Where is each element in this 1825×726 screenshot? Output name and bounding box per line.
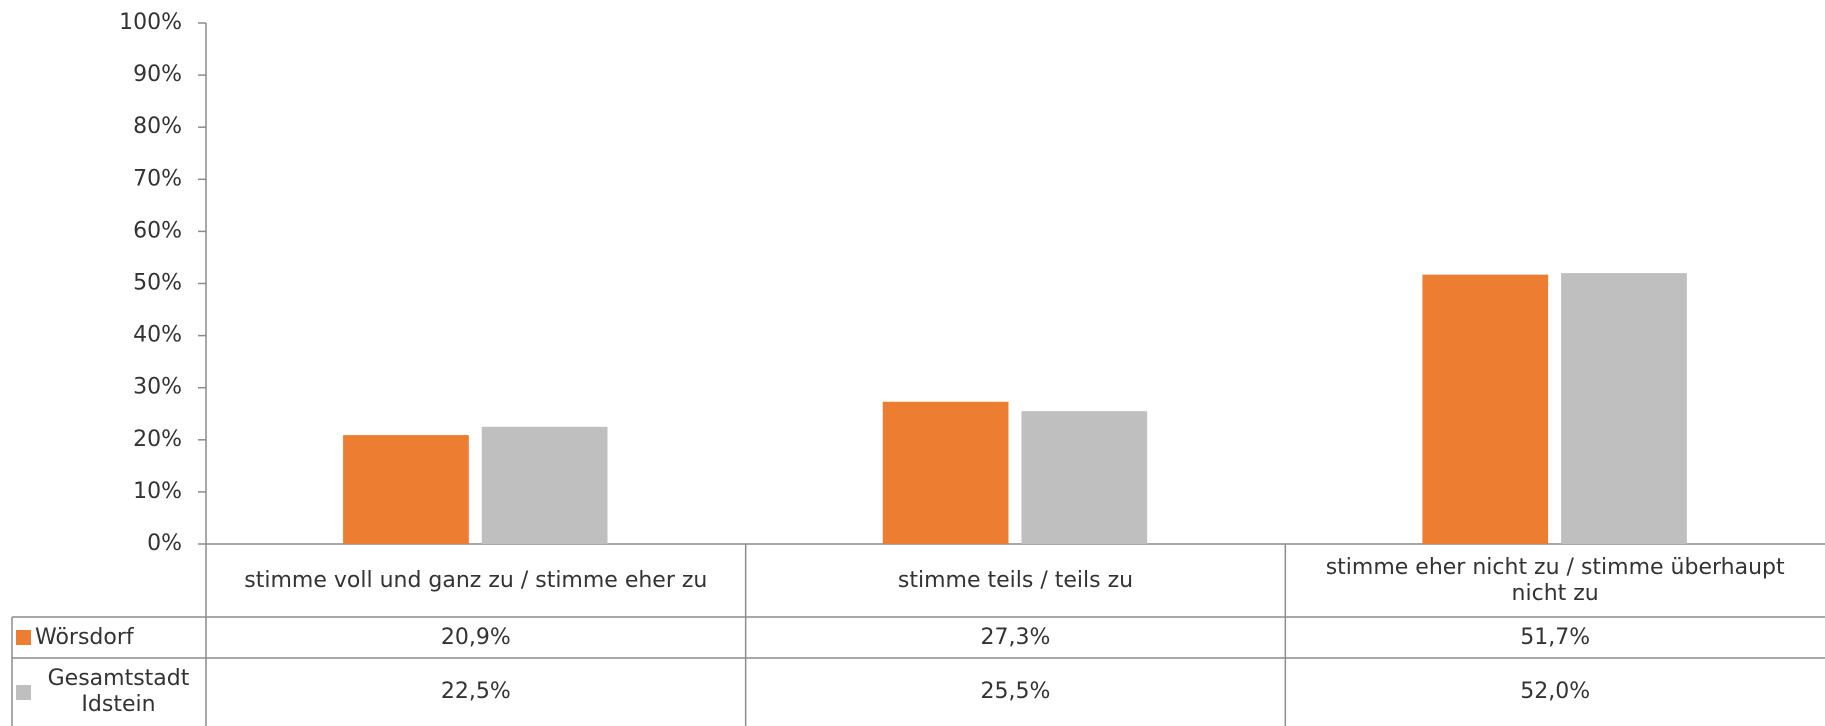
y-tick-label: 70% <box>133 166 182 191</box>
bar <box>343 435 469 544</box>
y-tick-label: 10% <box>133 479 182 504</box>
y-tick-label: 100% <box>119 10 182 35</box>
y-tick-label: 0% <box>147 531 182 556</box>
data-label: 25,5% <box>980 679 1051 704</box>
category-label: stimme eher nicht zu / stimme überhaupt … <box>1325 554 1785 606</box>
legend-swatch <box>16 684 31 700</box>
data-label: 22,5% <box>440 679 511 704</box>
y-tick-label: 30% <box>133 375 182 400</box>
bar <box>882 401 1009 544</box>
category-label: stimme voll und ganz zu / stimme eher zu <box>244 567 708 593</box>
data-label: 51,7% <box>1520 624 1591 650</box>
y-tick-label: 20% <box>133 427 182 452</box>
y-tick-label: 40% <box>133 323 182 348</box>
bar <box>1561 273 1687 544</box>
legend-entry: Gesamtstadt Idstein <box>12 658 206 726</box>
data-label: 52,0% <box>1520 679 1591 704</box>
legend-label: Gesamtstadt Idstein <box>47 666 190 717</box>
data-label: 20,9% <box>440 624 511 650</box>
bar <box>481 426 608 544</box>
y-tick-label: 50% <box>133 271 182 296</box>
category-label: stimme teils / teils zu <box>897 567 1134 593</box>
bar <box>1021 411 1148 544</box>
legend-entry: Wörsdorf <box>12 617 206 658</box>
y-tick-label: 90% <box>133 62 182 87</box>
y-tick-label: 80% <box>133 114 182 139</box>
y-tick-label: 60% <box>133 218 182 243</box>
legend-label: Wörsdorf <box>35 624 134 650</box>
data-label: 27,3% <box>980 624 1051 650</box>
legend-swatch <box>16 630 31 645</box>
bar <box>1422 274 1549 544</box>
